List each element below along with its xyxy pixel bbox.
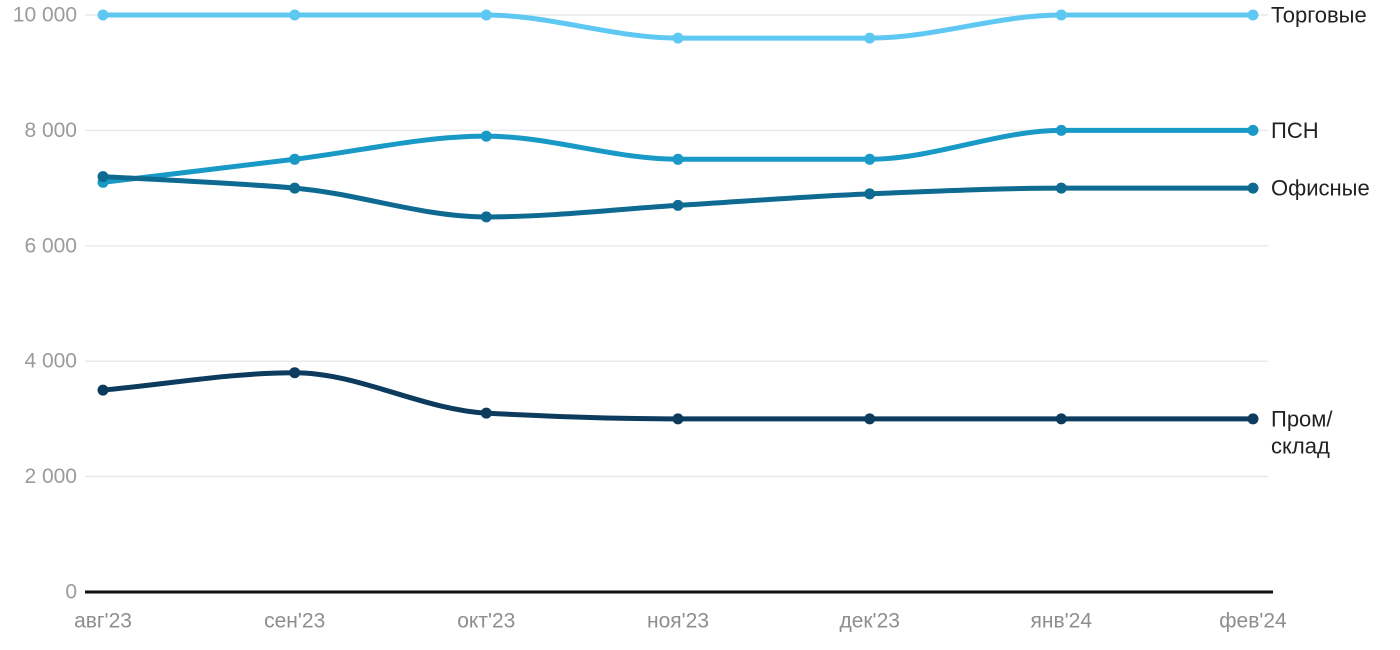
data-point-prom-sklad-3[interactable] xyxy=(672,413,684,425)
data-point-ofisnye-1[interactable] xyxy=(289,182,301,194)
x-tick-label-6: фев'24 xyxy=(1219,610,1287,633)
x-tick-label-1: сен'23 xyxy=(264,610,325,633)
y-tick-label-8000: 8 000 xyxy=(24,119,77,142)
y-tick-label-4000: 4 000 xyxy=(24,350,77,373)
data-point-prom-sklad-6[interactable] xyxy=(1247,413,1259,425)
data-point-torgovye-2[interactable] xyxy=(480,9,492,21)
data-point-torgovye-3[interactable] xyxy=(672,32,684,44)
data-point-psn-6[interactable] xyxy=(1247,124,1259,136)
data-point-torgovye-6[interactable] xyxy=(1247,9,1259,21)
y-tick-label-10000: 10 000 xyxy=(13,4,77,27)
data-point-ofisnye-3[interactable] xyxy=(672,199,684,211)
series-label-ofisnye: Офисные xyxy=(1271,176,1370,201)
series-label-prom-sklad-line1: Пром/ xyxy=(1271,406,1333,431)
data-point-ofisnye-2[interactable] xyxy=(480,211,492,223)
data-point-psn-5[interactable] xyxy=(1055,124,1067,136)
series-label-torgovye: Торговые xyxy=(1271,3,1367,28)
data-point-psn-1[interactable] xyxy=(289,153,301,165)
data-point-torgovye-0[interactable] xyxy=(97,9,109,21)
data-point-ofisnye-6[interactable] xyxy=(1247,182,1259,194)
data-point-ofisnye-4[interactable] xyxy=(864,188,876,200)
x-tick-label-0: авг'23 xyxy=(74,610,132,633)
data-point-torgovye-4[interactable] xyxy=(864,32,876,44)
data-point-ofisnye-0[interactable] xyxy=(97,171,109,183)
x-tick-label-4: дек'23 xyxy=(839,610,900,633)
series-label-psn: ПСН xyxy=(1271,118,1319,143)
x-tick-label-5: янв'24 xyxy=(1031,610,1093,633)
data-point-ofisnye-5[interactable] xyxy=(1055,182,1067,194)
data-point-prom-sklad-0[interactable] xyxy=(97,384,109,396)
data-point-prom-sklad-4[interactable] xyxy=(864,413,876,425)
data-point-prom-sklad-1[interactable] xyxy=(289,367,301,379)
x-tick-label-2: окт'23 xyxy=(457,610,515,633)
y-tick-label-6000: 6 000 xyxy=(24,234,77,257)
data-point-psn-4[interactable] xyxy=(864,153,876,165)
data-point-torgovye-1[interactable] xyxy=(289,9,301,21)
y-tick-label-0: 0 xyxy=(65,581,77,604)
y-tick-label-2000: 2 000 xyxy=(24,465,77,488)
x-tick-label-3: ноя'23 xyxy=(647,610,709,633)
data-point-psn-2[interactable] xyxy=(480,130,492,142)
series-line-prom-sklad xyxy=(100,370,1256,422)
data-point-prom-sklad-5[interactable] xyxy=(1055,413,1067,425)
data-point-prom-sklad-2[interactable] xyxy=(480,407,492,419)
data-point-psn-3[interactable] xyxy=(672,153,684,165)
data-point-torgovye-5[interactable] xyxy=(1055,9,1067,21)
series-label-prom-sklad-line2: склад xyxy=(1271,433,1330,458)
